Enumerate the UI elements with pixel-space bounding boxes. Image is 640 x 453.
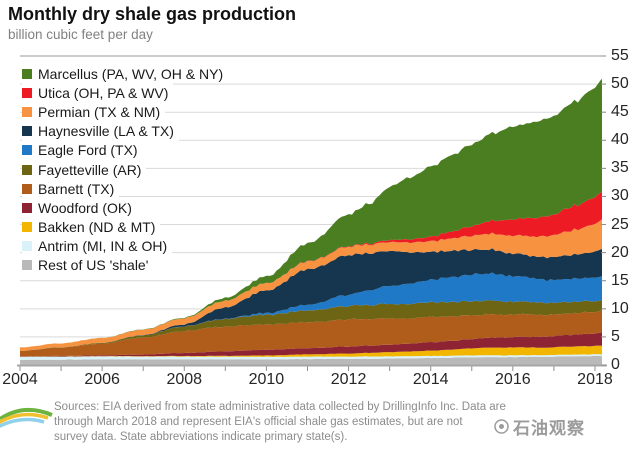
x-tick-label-2008: 2008 <box>166 371 203 388</box>
legend-item-permian: Permian (TX & NM) <box>22 102 166 122</box>
y-tick-label-55: 55 <box>611 47 629 64</box>
area-haynesville <box>20 248 602 351</box>
x-tick-label-2006: 2006 <box>84 371 120 388</box>
source-note-line3: survey data. State abbreviations indicat… <box>54 431 348 443</box>
watermark-text: 石油观察 <box>513 419 585 438</box>
legend-label: Utica (OH, PA & WV) <box>38 84 169 101</box>
x-tick-label-2004: 2004 <box>2 371 38 388</box>
area-rest <box>20 355 602 365</box>
legend-label: Barnett (TX) <box>38 180 115 197</box>
source-note: Sources: EIA derived from state administ… <box>54 400 506 445</box>
x-tick-label-2012: 2012 <box>330 371 367 388</box>
y-tick-label-40: 40 <box>611 131 629 149</box>
legend-item-woodford: Woodford (OK) <box>22 198 137 218</box>
legend-item-bakken: Bakken (ND & MT) <box>22 217 161 237</box>
legend-item-eagle: Eagle Ford (TX) <box>22 140 143 160</box>
y-tick-label-15: 15 <box>611 271 629 289</box>
eia-logo-swoosh-icon <box>0 407 53 428</box>
y-tick-label-20: 20 <box>611 243 629 261</box>
legend-swatch-icon <box>22 164 32 175</box>
legend-item-fayetteville: Fayetteville (AR) <box>22 159 147 180</box>
legend-item-antrim: Antrim (MI, IN & OH) <box>22 236 173 256</box>
legend-label: Haynesville (LA & TX) <box>38 123 174 140</box>
x-tick-label-2014: 2014 <box>412 371 449 388</box>
source-note-line1: Sources: EIA derived from state administ… <box>54 401 506 413</box>
chart-legend: Marcellus (PA, WV, OH & NY) Utica (OH, PA… <box>22 64 229 276</box>
legend-label: Permian (TX & NM) <box>38 103 161 120</box>
legend-item-marcellus: Marcellus (PA, WV, OH & NY) <box>22 64 229 84</box>
y-tick-label-5: 5 <box>611 327 620 345</box>
legend-label: Rest of US 'shale' <box>38 257 149 274</box>
legend-item-haynesville: Haynesville (LA & TX) <box>22 121 179 141</box>
legend-label: Woodford (OK) <box>38 199 132 216</box>
y-tick-label-30: 30 <box>611 187 629 205</box>
legend-item-barnett: Barnett (TX) <box>22 179 120 199</box>
legend-label: Marcellus (PA, WV, OH & NY) <box>38 65 224 82</box>
legend-swatch-icon <box>22 241 32 252</box>
legend-swatch-icon <box>22 87 32 98</box>
watermark: 石油观察 <box>494 414 585 439</box>
legend-swatch-icon <box>22 222 32 233</box>
chart-title: Monthly dry shale gas production <box>8 4 297 24</box>
source-note-line2: through March 2018 and represent EIA's o… <box>54 416 463 428</box>
y-tick-label-50: 50 <box>611 75 629 93</box>
area-fayetteville <box>20 300 602 351</box>
chart-subtitle: billion cubic feet per day <box>8 27 153 42</box>
eia-logo: eia <box>0 401 64 453</box>
legend-swatch-icon <box>22 106 32 117</box>
area-eagle <box>20 272 602 351</box>
legend-swatch-icon <box>22 260 32 271</box>
legend-item-rest: Rest of US 'shale' <box>22 255 154 276</box>
area-marcellus <box>20 78 602 348</box>
legend-label: Antrim (MI, IN & OH) <box>38 238 168 255</box>
legend-swatch-icon <box>22 126 32 137</box>
legend-label: Bakken (ND & MT) <box>38 219 156 236</box>
y-tick-label-25: 25 <box>611 215 629 233</box>
area-bakken <box>20 345 602 357</box>
legend-label: Eagle Ford (TX) <box>38 142 138 159</box>
y-tick-label-45: 45 <box>611 103 629 121</box>
legend-item-utica: Utica (OH, PA & WV) <box>22 83 174 103</box>
y-tick-label-10: 10 <box>611 299 629 317</box>
legend-swatch-icon <box>22 145 32 156</box>
x-tick-label-2016: 2016 <box>495 371 531 388</box>
x-tick-label-2010: 2010 <box>248 371 285 388</box>
area-barnett <box>20 310 602 357</box>
x-tick-label-2018: 2018 <box>577 371 613 388</box>
watermark-icon <box>494 419 509 434</box>
y-tick-label-0: 0 <box>611 356 620 373</box>
legend-label: Fayetteville (AR) <box>38 161 142 178</box>
legend-swatch-icon <box>22 183 32 194</box>
area-woodford <box>20 332 602 357</box>
area-antrim <box>20 354 602 360</box>
legend-swatch-icon <box>22 202 32 213</box>
legend-swatch-icon <box>22 68 32 79</box>
y-tick-label-35: 35 <box>611 159 629 177</box>
